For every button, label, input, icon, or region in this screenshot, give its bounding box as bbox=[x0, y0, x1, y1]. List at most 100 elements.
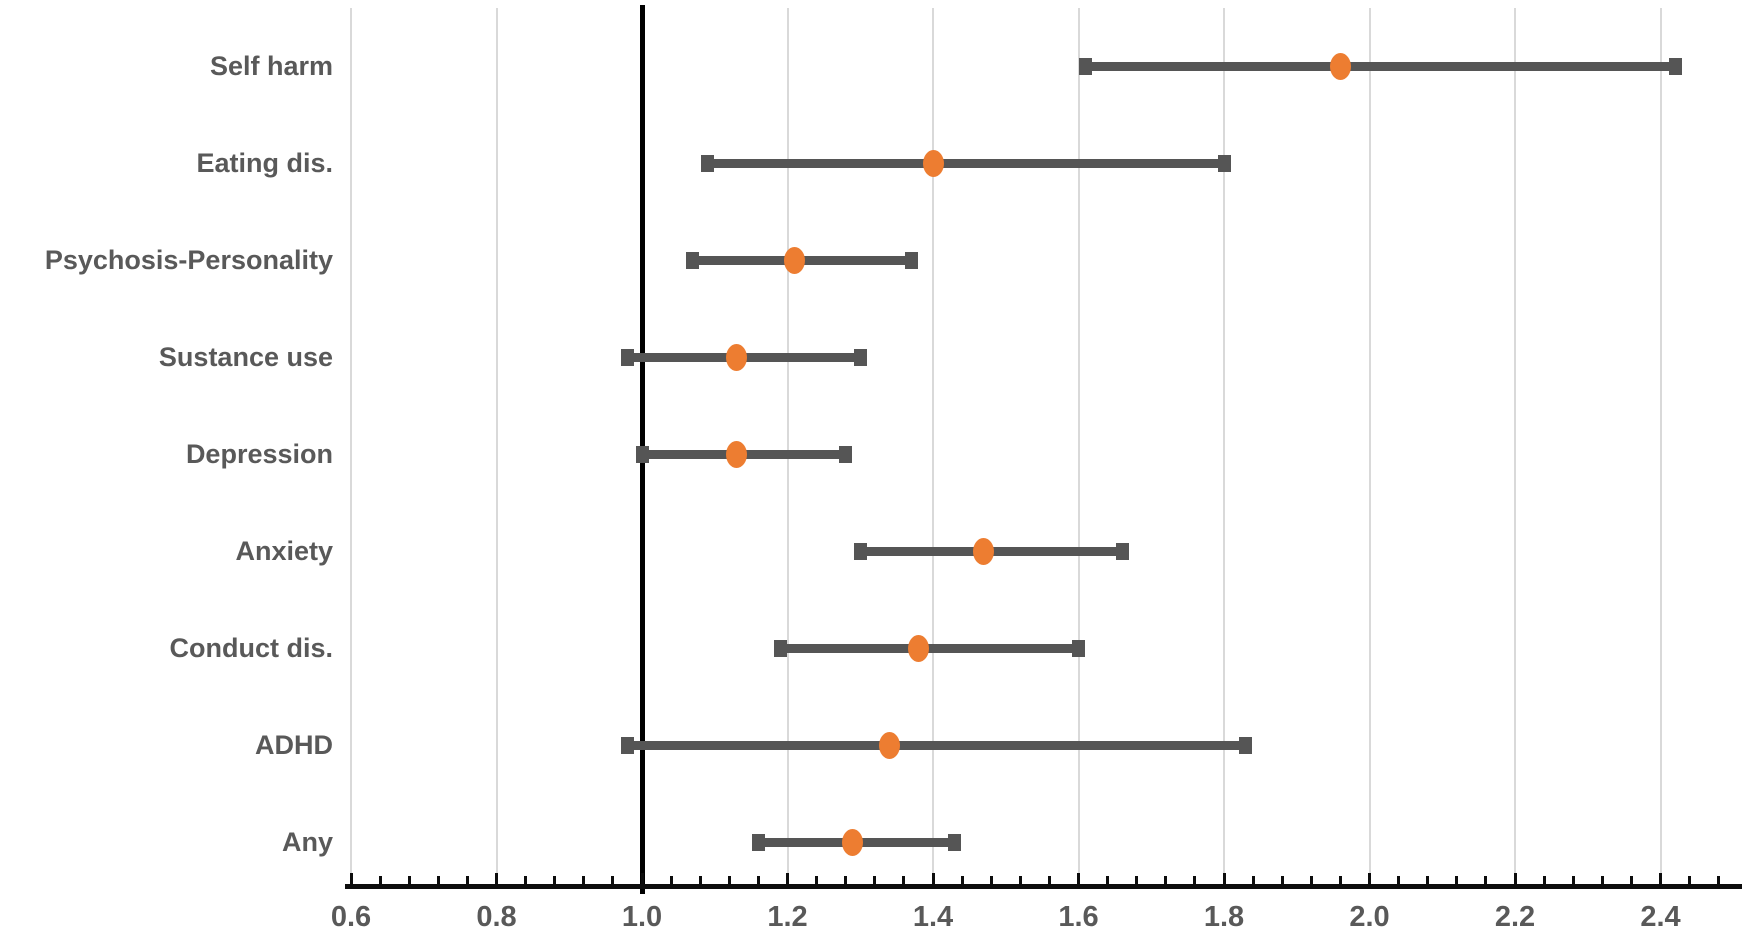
x-major-tick bbox=[1077, 873, 1080, 885]
x-minor-tick bbox=[902, 876, 906, 885]
error-bar-left-cap bbox=[620, 736, 634, 754]
x-tick-label: 1.2 bbox=[767, 901, 808, 933]
error-bar-right-cap bbox=[948, 833, 962, 851]
major-gridline bbox=[1223, 8, 1225, 885]
error-bar-right-cap bbox=[904, 251, 918, 269]
x-minor-tick bbox=[727, 876, 731, 885]
x-minor-tick bbox=[815, 876, 819, 885]
x-minor-tick bbox=[989, 876, 993, 885]
point-marker bbox=[784, 246, 806, 274]
x-major-tick bbox=[931, 873, 935, 885]
x-minor-tick bbox=[669, 876, 673, 885]
x-minor-tick bbox=[1426, 876, 1430, 885]
major-gridline bbox=[1659, 8, 1662, 885]
x-tick-label: 2.4 bbox=[1640, 901, 1681, 933]
category-label: Anxiety bbox=[235, 536, 333, 566]
x-major-tick bbox=[349, 873, 353, 885]
x-minor-tick bbox=[1164, 876, 1168, 885]
error-bar-right-cap bbox=[839, 445, 853, 463]
x-minor-tick bbox=[1251, 876, 1255, 885]
x-major-tick bbox=[1222, 873, 1226, 885]
x-major-tick bbox=[786, 873, 789, 885]
x-major-tick bbox=[495, 873, 498, 885]
x-minor-tick bbox=[1106, 876, 1110, 885]
x-minor-tick bbox=[553, 876, 557, 885]
category-label: Eating dis. bbox=[196, 148, 333, 178]
x-minor-tick bbox=[407, 876, 411, 885]
category-label: Sustance use bbox=[158, 342, 333, 372]
point-marker bbox=[1329, 52, 1351, 80]
x-minor-tick bbox=[1717, 876, 1721, 885]
x-minor-tick bbox=[378, 876, 382, 885]
category-label: Psychosis-Personality bbox=[44, 245, 333, 275]
x-axis-line bbox=[345, 884, 1742, 889]
category-label: Self harm bbox=[209, 51, 333, 81]
x-tick-label: 0.6 bbox=[330, 901, 372, 933]
x-minor-tick bbox=[524, 876, 528, 885]
x-minor-tick bbox=[611, 876, 615, 885]
category-label: Depression bbox=[185, 439, 333, 469]
x-minor-tick bbox=[1309, 876, 1313, 885]
category-label: Any bbox=[281, 827, 333, 857]
x-minor-tick bbox=[1397, 876, 1401, 885]
point-marker bbox=[726, 343, 748, 371]
x-tick-label: 1.6 bbox=[1058, 901, 1099, 933]
x-tick-label: 2.2 bbox=[1494, 901, 1536, 933]
error-bar-right-cap bbox=[1239, 736, 1253, 754]
x-minor-tick bbox=[1018, 876, 1022, 885]
x-minor-tick bbox=[465, 876, 469, 885]
x-minor-tick bbox=[960, 876, 964, 885]
major-gridline bbox=[786, 8, 789, 885]
error-bar bbox=[627, 740, 1246, 750]
x-minor-tick bbox=[756, 876, 760, 885]
point-marker bbox=[922, 149, 944, 177]
major-gridline bbox=[350, 8, 352, 885]
x-minor-tick bbox=[873, 876, 877, 885]
category-label: ADHD bbox=[255, 730, 333, 760]
x-major-tick bbox=[1659, 873, 1662, 885]
error-bar-left-cap bbox=[686, 251, 700, 269]
error-bar-left-cap bbox=[700, 154, 714, 172]
error-bar bbox=[707, 158, 1224, 168]
error-bar-left-cap bbox=[853, 542, 867, 560]
x-minor-tick bbox=[1135, 876, 1139, 885]
x-tick-label: 1.0 bbox=[621, 901, 663, 933]
x-minor-tick bbox=[1542, 876, 1546, 885]
major-gridline bbox=[1368, 8, 1371, 885]
x-major-tick bbox=[1513, 873, 1517, 885]
x-minor-tick bbox=[1047, 876, 1051, 885]
x-minor-tick bbox=[1600, 876, 1604, 885]
x-major-tick bbox=[1368, 873, 1371, 885]
error-bar-right-cap bbox=[1217, 154, 1231, 172]
x-minor-tick bbox=[844, 876, 848, 885]
error-bar-right-cap bbox=[853, 348, 867, 366]
major-gridline bbox=[932, 8, 934, 885]
major-gridline bbox=[1514, 8, 1516, 885]
point-marker bbox=[973, 537, 995, 565]
x-minor-tick bbox=[1455, 876, 1459, 885]
x-minor-tick bbox=[582, 876, 586, 885]
x-tick-label: 1.8 bbox=[1203, 901, 1245, 933]
error-bar-left-cap bbox=[635, 445, 649, 463]
x-tick-label: 1.4 bbox=[912, 901, 954, 933]
error-bar-left-cap bbox=[1079, 57, 1093, 75]
error-bar-left-cap bbox=[620, 348, 634, 366]
x-minor-tick bbox=[1338, 876, 1342, 885]
x-minor-tick bbox=[1280, 876, 1284, 885]
x-tick-label: 2.0 bbox=[1349, 901, 1390, 933]
x-minor-tick bbox=[698, 876, 702, 885]
error-bar-left-cap bbox=[751, 833, 765, 851]
error-bar-right-cap bbox=[1668, 57, 1682, 75]
category-label: Conduct dis. bbox=[169, 633, 334, 663]
major-gridline bbox=[1077, 8, 1080, 885]
x-major-tick bbox=[640, 873, 644, 885]
x-minor-tick bbox=[1193, 876, 1197, 885]
error-bar bbox=[780, 643, 1079, 653]
error-bar-left-cap bbox=[773, 639, 787, 657]
x-minor-tick bbox=[1629, 876, 1633, 885]
error-bar-right-cap bbox=[1115, 542, 1129, 560]
x-minor-tick bbox=[1688, 876, 1692, 885]
error-bar-right-cap bbox=[1072, 639, 1085, 657]
point-marker bbox=[878, 731, 900, 759]
